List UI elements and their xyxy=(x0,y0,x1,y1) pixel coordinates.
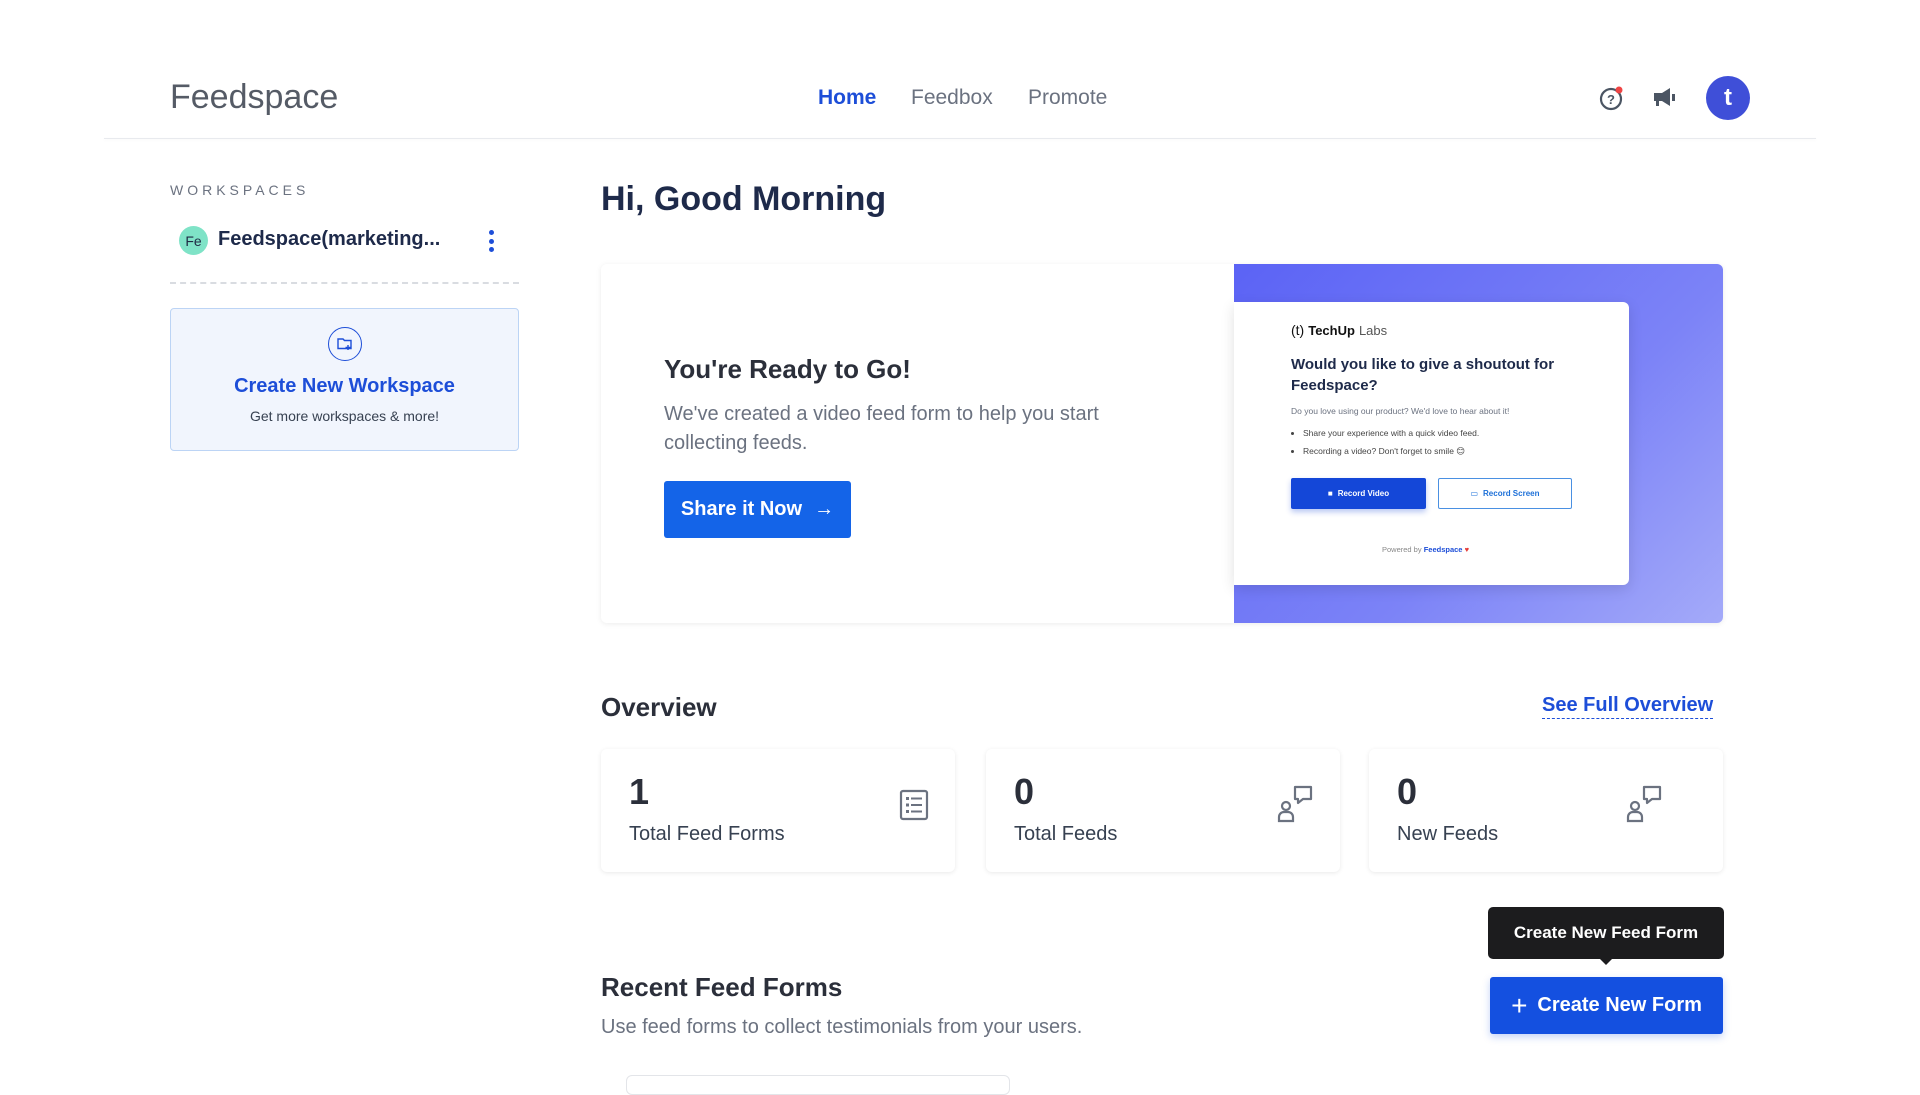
heart-icon: ♥ xyxy=(1464,545,1470,554)
feedback-user-icon xyxy=(1625,785,1663,828)
workspace-name[interactable]: Feedspace(marketing... xyxy=(218,228,441,250)
video-icon: ■ xyxy=(1327,489,1333,498)
record-screen-button: ▭ Record Screen xyxy=(1437,478,1572,509)
nav-feedbox[interactable]: Feedbox xyxy=(911,86,993,109)
stat-card-new-feeds[interactable]: 0 New Feeds xyxy=(1369,749,1723,872)
share-now-button[interactable]: Share it Now → xyxy=(664,481,851,538)
preview-brand: (t) TechUp Labs xyxy=(1291,322,1572,338)
folder-plus-icon xyxy=(327,327,362,361)
create-workspace-title: Create New Workspace xyxy=(234,375,455,397)
recent-feed-forms-title: Recent Feed Forms xyxy=(601,972,843,1002)
hero-card: You're Ready to Go! We've created a vide… xyxy=(601,264,1723,623)
recent-feed-forms-subtitle: Use feed forms to collect testimonials f… xyxy=(601,1016,1083,1038)
powered-by: Powered by Feedspace ♥ xyxy=(1291,545,1572,554)
preview-bullet: Recording a video? Don't forget to smile… xyxy=(1303,442,1572,460)
create-workspace-subtitle: Get more workspaces & more! xyxy=(249,408,440,424)
create-workspace-button[interactable]: Create New Workspace Get more workspaces… xyxy=(170,308,519,451)
powered-brand: Feedspace xyxy=(1423,545,1463,554)
stat-value: 0 xyxy=(1014,771,1035,812)
arrow-right-icon: → xyxy=(814,498,835,520)
stat-card-total-feeds[interactable]: 0 Total Feeds xyxy=(986,749,1340,872)
overview-title: Overview xyxy=(601,692,717,722)
preview-subtext: Do you love using our product? We'd love… xyxy=(1291,406,1510,416)
sidebar-divider xyxy=(170,282,519,284)
nav-promote[interactable]: Promote xyxy=(1028,86,1108,109)
user-avatar[interactable]: t xyxy=(1706,76,1750,120)
record-screen-label: Record Screen xyxy=(1483,489,1540,498)
header-divider xyxy=(104,138,1816,139)
workspace-avatar: Fe xyxy=(179,226,208,255)
stat-label: Total Feeds xyxy=(1014,823,1118,845)
help-icon[interactable]: ? xyxy=(1596,82,1628,114)
record-video-label: Record Video xyxy=(1337,489,1390,498)
powered-by-text: Powered by xyxy=(1381,545,1422,554)
preview-bullet: Share your experience with a quick video… xyxy=(1303,424,1572,442)
brand-bold: TechUp xyxy=(1308,323,1355,338)
feed-form-card[interactable] xyxy=(626,1075,1010,1095)
logo[interactable]: Feedspace xyxy=(170,78,339,116)
create-new-form-label: Create New Form xyxy=(1537,994,1702,1016)
nav-home[interactable]: Home xyxy=(818,86,877,109)
record-video-button: ■ Record Video xyxy=(1291,478,1426,509)
stat-card-total-feed-forms[interactable]: 1 Total Feed Forms xyxy=(601,749,955,872)
hero-description: We've created a video feed form to help … xyxy=(664,403,1099,454)
create-form-tooltip: Create New Feed Form xyxy=(1488,907,1724,965)
stat-label: New Feeds xyxy=(1397,823,1499,845)
megaphone-icon[interactable] xyxy=(1649,82,1681,114)
monitor-icon: ▭ xyxy=(1470,489,1479,498)
feedback-user-icon xyxy=(1276,785,1314,828)
svg-text:?: ? xyxy=(1607,92,1615,107)
page-title: Hi, Good Morning xyxy=(601,180,887,218)
see-full-overview-link[interactable]: See Full Overview xyxy=(1542,694,1714,719)
hero-title: You're Ready to Go! xyxy=(664,354,911,384)
list-icon xyxy=(899,789,929,826)
brand-mark: (t) xyxy=(1291,322,1305,338)
brand-light: Labs xyxy=(1358,323,1388,338)
share-label: Share it Now xyxy=(680,498,803,520)
stat-value: 0 xyxy=(1397,771,1418,812)
preview-question: Would you like to give a shoutout for Fe… xyxy=(1291,356,1555,394)
stat-value: 1 xyxy=(629,771,650,812)
stat-label: Total Feed Forms xyxy=(629,823,785,845)
workspace-menu-icon[interactable] xyxy=(483,228,499,254)
workspaces-label: WORKSPACES xyxy=(170,182,310,198)
create-new-form-button[interactable]: + Create New Form xyxy=(1490,977,1723,1034)
form-preview: (t) TechUp Labs Would you like to give a s… xyxy=(1234,302,1629,585)
plus-icon: + xyxy=(1511,989,1528,1021)
